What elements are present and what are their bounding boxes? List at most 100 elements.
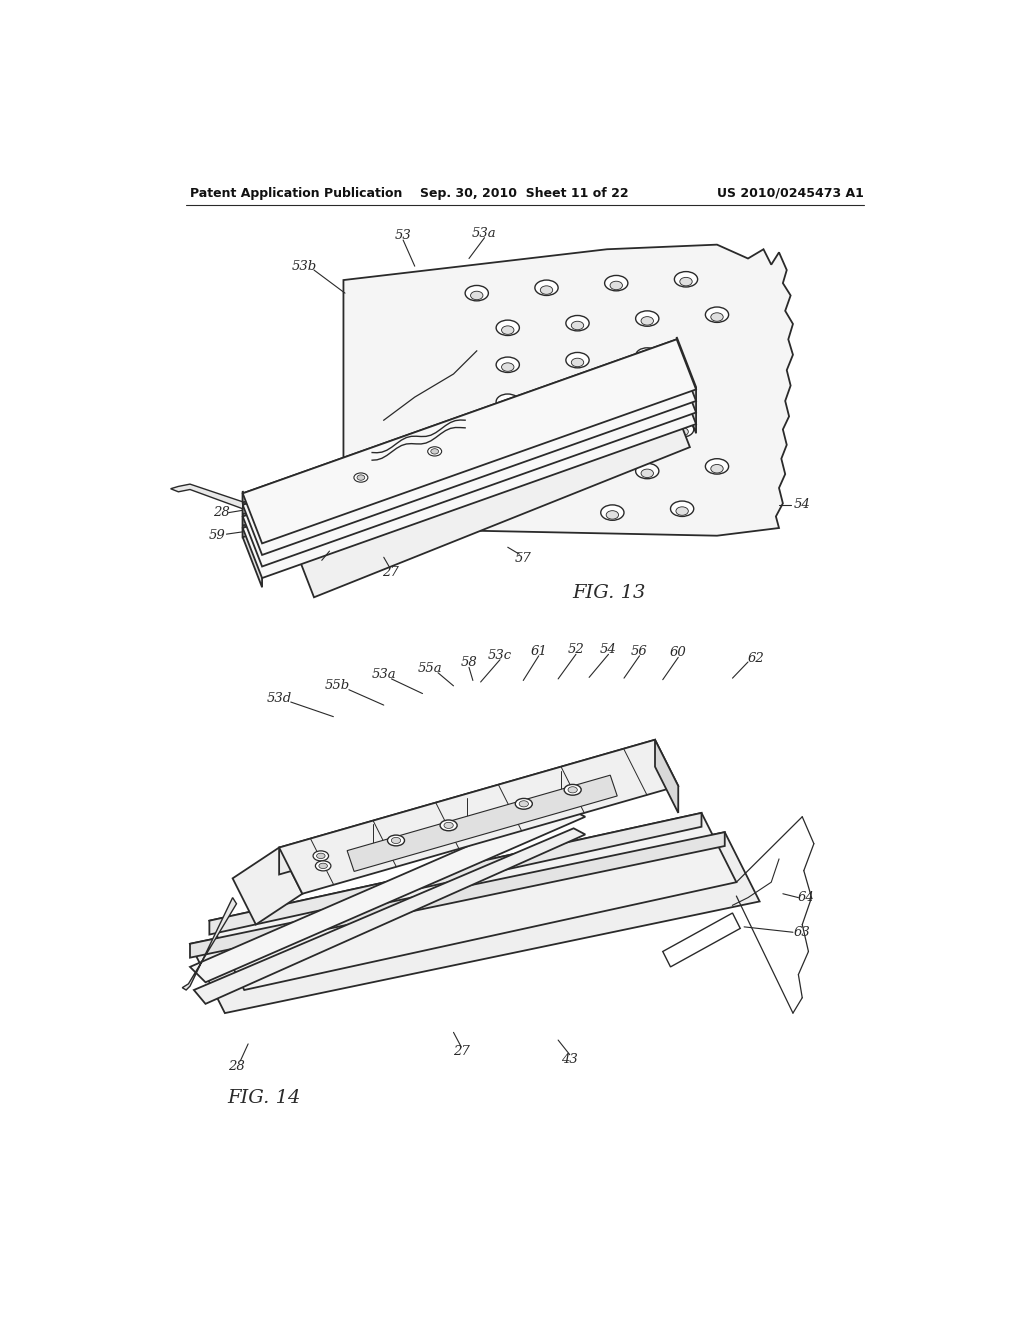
Text: 54: 54 [600, 643, 616, 656]
Ellipse shape [566, 469, 589, 483]
Ellipse shape [711, 465, 723, 473]
Ellipse shape [610, 281, 623, 289]
Text: 43: 43 [313, 558, 330, 572]
Ellipse shape [387, 836, 404, 846]
Text: 53b: 53b [292, 260, 317, 273]
Ellipse shape [711, 313, 723, 321]
Ellipse shape [706, 308, 729, 322]
Ellipse shape [636, 463, 658, 479]
Text: 63: 63 [794, 925, 811, 939]
Ellipse shape [606, 511, 618, 519]
Polygon shape [243, 363, 677, 525]
Ellipse shape [706, 459, 729, 474]
Ellipse shape [680, 277, 692, 286]
Text: 53a: 53a [372, 668, 396, 681]
Ellipse shape [571, 474, 584, 482]
Text: 64: 64 [798, 891, 814, 904]
Ellipse shape [571, 358, 584, 367]
Ellipse shape [606, 432, 618, 441]
Polygon shape [243, 351, 677, 515]
Ellipse shape [357, 475, 365, 480]
Ellipse shape [315, 861, 331, 871]
Ellipse shape [391, 837, 400, 843]
Ellipse shape [641, 317, 653, 325]
Polygon shape [677, 337, 696, 433]
Ellipse shape [601, 504, 624, 520]
Polygon shape [190, 832, 760, 1014]
Polygon shape [243, 351, 696, 554]
Polygon shape [171, 484, 243, 508]
Text: 56: 56 [631, 644, 648, 657]
Polygon shape [209, 813, 701, 935]
Ellipse shape [541, 286, 553, 294]
Polygon shape [243, 363, 696, 566]
Ellipse shape [502, 400, 514, 408]
Ellipse shape [676, 428, 688, 436]
Polygon shape [243, 374, 696, 578]
Ellipse shape [313, 851, 329, 861]
Ellipse shape [671, 502, 693, 516]
Polygon shape [655, 739, 678, 813]
Polygon shape [182, 898, 237, 990]
Ellipse shape [496, 319, 519, 335]
Polygon shape [190, 832, 725, 958]
Text: Patent Application Publication: Patent Application Publication [190, 186, 402, 199]
Text: 55b: 55b [325, 680, 350, 693]
Polygon shape [343, 244, 793, 536]
Text: 52: 52 [567, 643, 585, 656]
Polygon shape [347, 775, 617, 871]
Polygon shape [232, 847, 302, 924]
Text: FIG. 13: FIG. 13 [571, 585, 645, 602]
Text: 57: 57 [515, 552, 531, 565]
Text: 43: 43 [561, 1053, 579, 1065]
Polygon shape [243, 374, 677, 537]
Ellipse shape [502, 326, 514, 334]
Polygon shape [243, 491, 262, 587]
Text: 53d: 53d [266, 693, 292, 705]
Polygon shape [280, 739, 655, 874]
Ellipse shape [571, 321, 584, 330]
Text: 53a: 53a [472, 227, 497, 240]
Polygon shape [295, 397, 690, 597]
Polygon shape [209, 813, 736, 990]
Polygon shape [280, 739, 678, 894]
Ellipse shape [571, 395, 584, 404]
Ellipse shape [636, 312, 658, 326]
Polygon shape [243, 339, 677, 503]
Text: 27: 27 [453, 1045, 470, 1059]
Ellipse shape [566, 352, 589, 368]
Ellipse shape [318, 863, 328, 869]
Text: 55a: 55a [418, 661, 442, 675]
Ellipse shape [671, 422, 693, 437]
Text: US 2010/0245473 A1: US 2010/0245473 A1 [718, 186, 864, 199]
Ellipse shape [515, 799, 532, 809]
Text: 28: 28 [213, 506, 229, 519]
Ellipse shape [531, 430, 554, 446]
Ellipse shape [636, 385, 658, 400]
Ellipse shape [440, 820, 457, 830]
Ellipse shape [316, 853, 325, 858]
Ellipse shape [502, 363, 514, 371]
Ellipse shape [537, 437, 549, 445]
Ellipse shape [675, 272, 697, 286]
Text: 61: 61 [530, 644, 547, 657]
Ellipse shape [496, 393, 519, 409]
Ellipse shape [465, 285, 488, 301]
Polygon shape [194, 829, 586, 1003]
Text: 27: 27 [382, 566, 398, 579]
Ellipse shape [568, 787, 578, 793]
Ellipse shape [564, 784, 582, 795]
Ellipse shape [641, 354, 653, 362]
Ellipse shape [431, 449, 438, 454]
Text: 28: 28 [228, 1060, 245, 1073]
Text: 53: 53 [394, 228, 412, 242]
Ellipse shape [636, 348, 658, 363]
Text: FIG. 14: FIG. 14 [227, 1089, 300, 1106]
Ellipse shape [676, 507, 688, 515]
Text: Sep. 30, 2010  Sheet 11 of 22: Sep. 30, 2010 Sheet 11 of 22 [421, 186, 629, 199]
Polygon shape [190, 805, 586, 982]
Ellipse shape [496, 356, 519, 372]
Ellipse shape [535, 280, 558, 296]
Text: 62: 62 [748, 652, 764, 665]
Text: 58: 58 [461, 656, 477, 669]
